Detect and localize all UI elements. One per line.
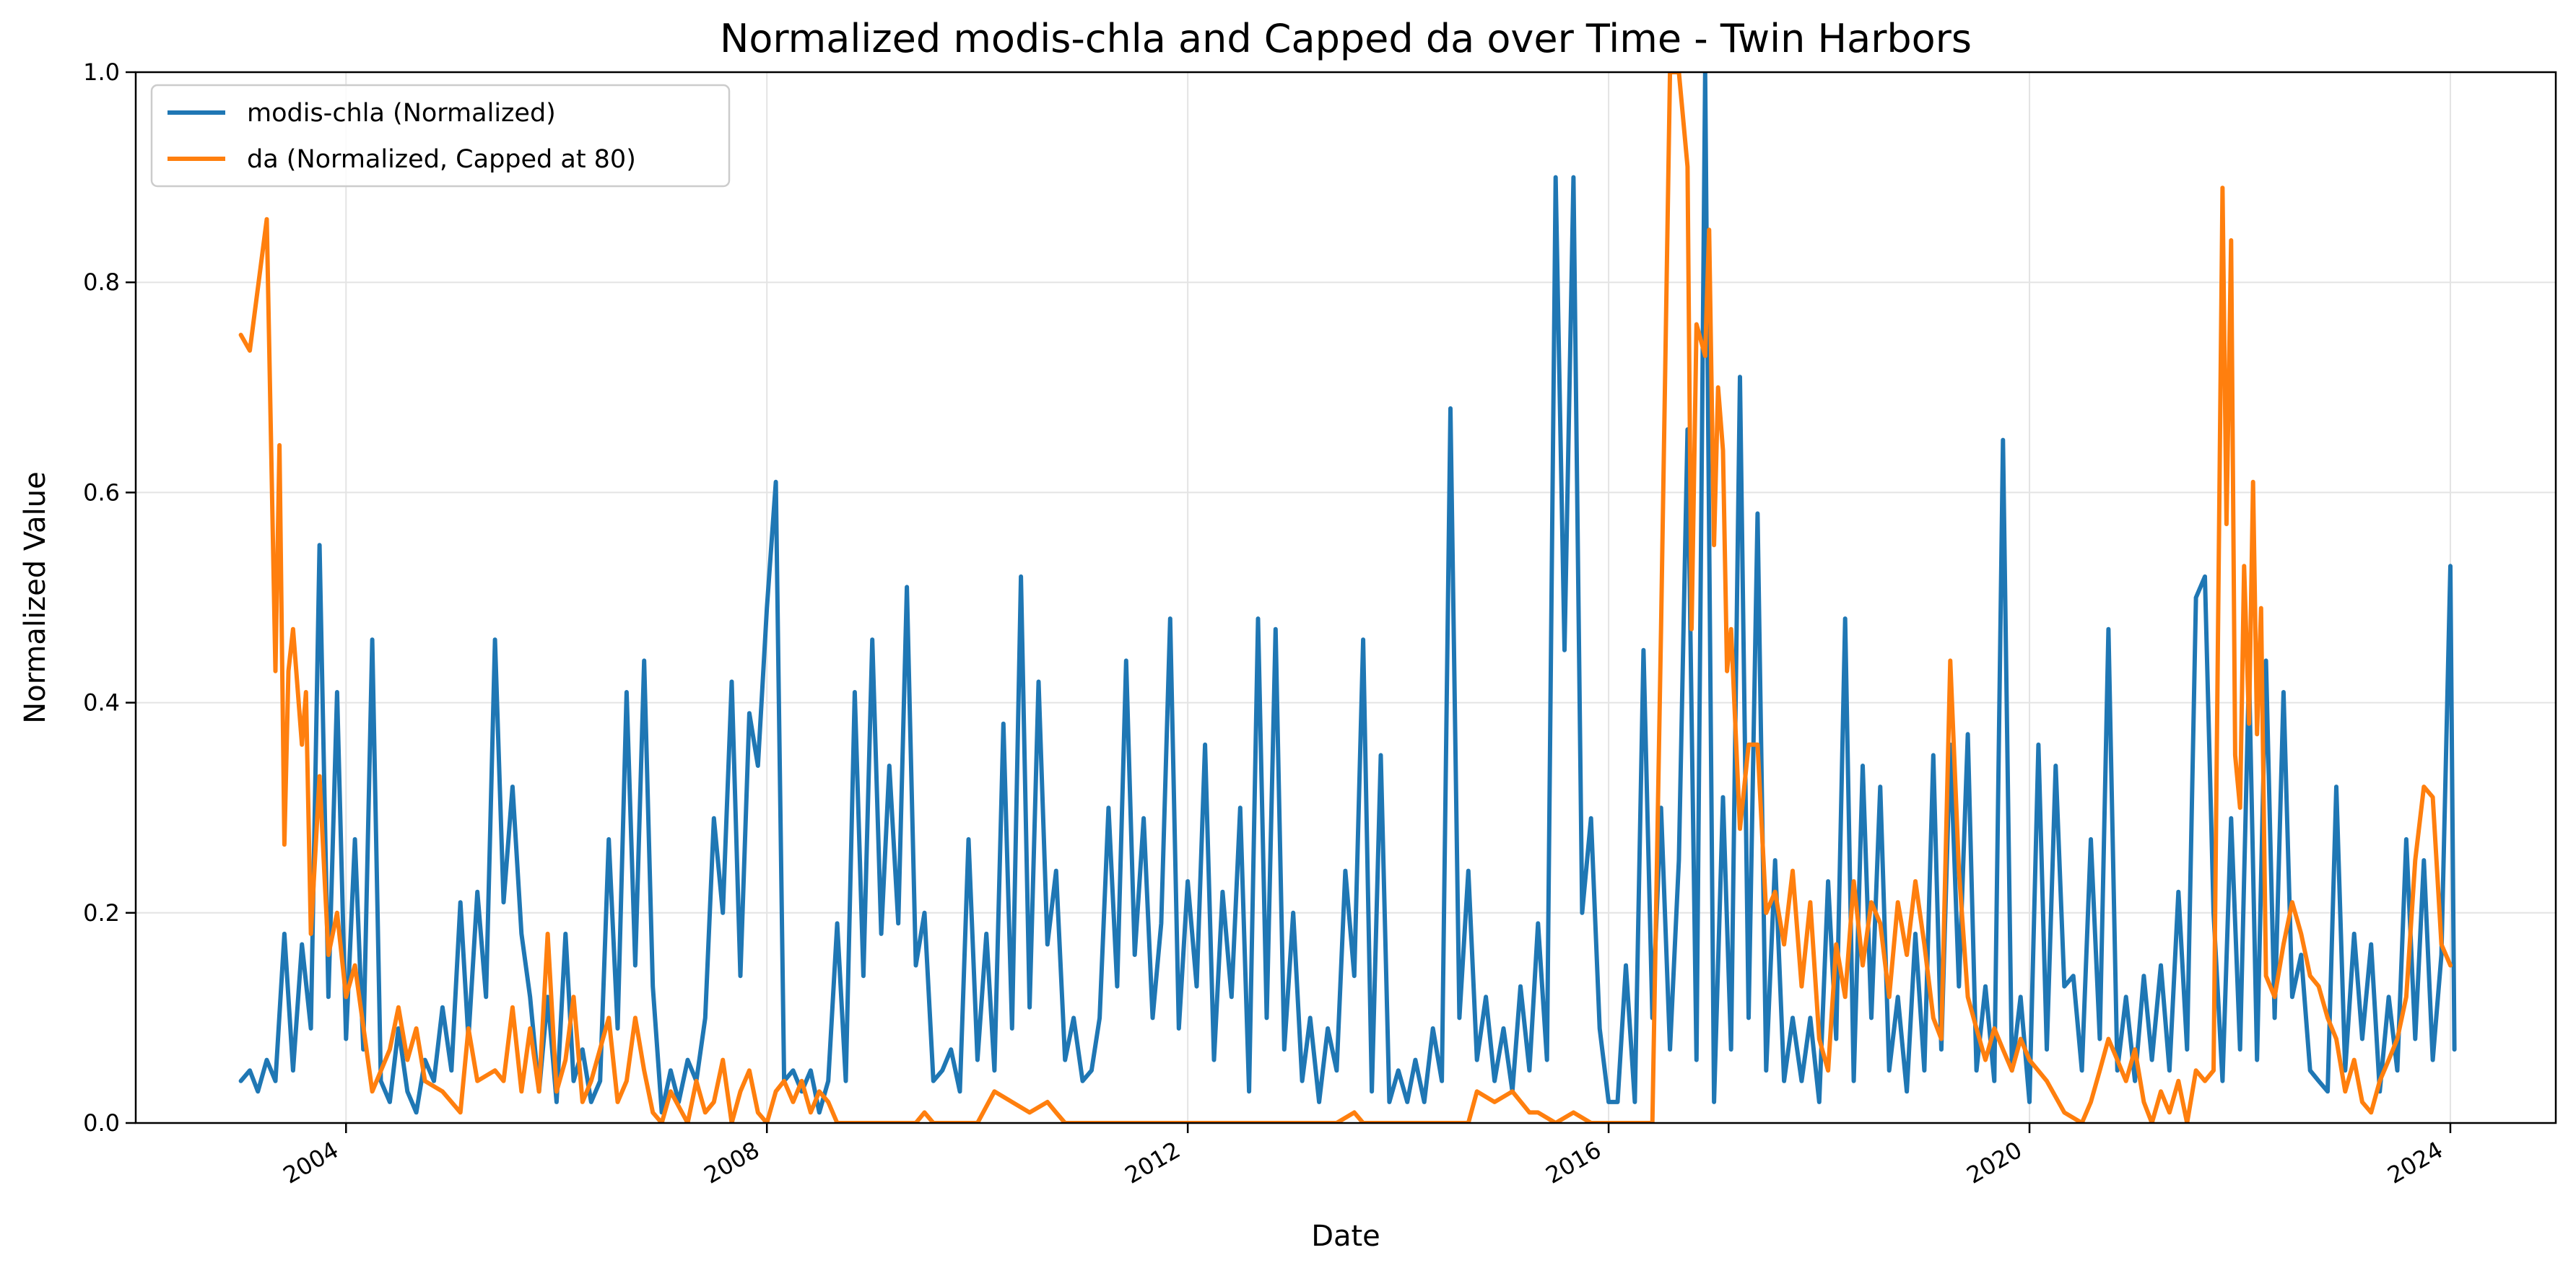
- y-tick-label: 0.2: [83, 899, 120, 927]
- y-tick-label: 0.0: [83, 1109, 120, 1137]
- legend-label-modis-chla: modis-chla (Normalized): [247, 99, 556, 128]
- y-tick-label: 0.8: [83, 268, 120, 296]
- y-tick-label: 0.4: [83, 689, 120, 717]
- series-layer: [238, 72, 2457, 1123]
- y-axis-title: Normalized Value: [19, 471, 52, 723]
- series-line-da: [238, 72, 2453, 1123]
- series-line-modis-chla: [238, 72, 2457, 1115]
- y-tick-label: 0.6: [83, 478, 120, 506]
- legend-label-da: da (Normalized, Capped at 80): [247, 145, 636, 174]
- plot-area: [134, 71, 2557, 1124]
- chart-title: Normalized modis-chla and Capped da over…: [720, 16, 1972, 61]
- legend: modis-chla (Normalized) da (Normalized, …: [150, 84, 731, 188]
- legend-box: [150, 84, 731, 188]
- x-axis-title: Date: [1311, 1220, 1380, 1253]
- y-tick-label: 1.0: [83, 58, 120, 86]
